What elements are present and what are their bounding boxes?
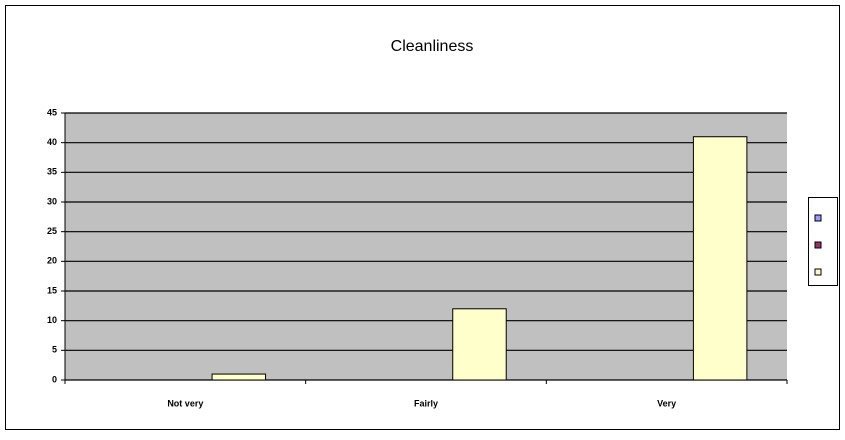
y-tick-label: 45 (47, 107, 57, 117)
y-tick-label: 30 (47, 196, 57, 206)
bar (211, 373, 267, 381)
y-tick-label: 10 (47, 315, 57, 325)
legend-swatch (814, 268, 822, 276)
y-tick-label: 25 (47, 226, 57, 236)
y-tick-label: 5 (52, 345, 57, 355)
x-tick-label: Very (657, 398, 676, 408)
y-tick-label: 0 (52, 374, 57, 384)
y-tick-label: 40 (47, 137, 57, 147)
x-tick-label: Not very (167, 398, 203, 408)
x-tick-label: Fairly (414, 398, 438, 408)
legend (808, 197, 838, 286)
legend-swatch (814, 214, 822, 222)
bar (452, 308, 507, 381)
bar (692, 136, 748, 381)
plot-background (65, 113, 787, 380)
y-tick-label: 35 (47, 167, 57, 177)
y-tick-label: 20 (47, 256, 57, 266)
legend-swatch (814, 241, 822, 249)
y-tick-label: 15 (47, 285, 57, 295)
chart-title: Cleanliness (391, 38, 474, 55)
